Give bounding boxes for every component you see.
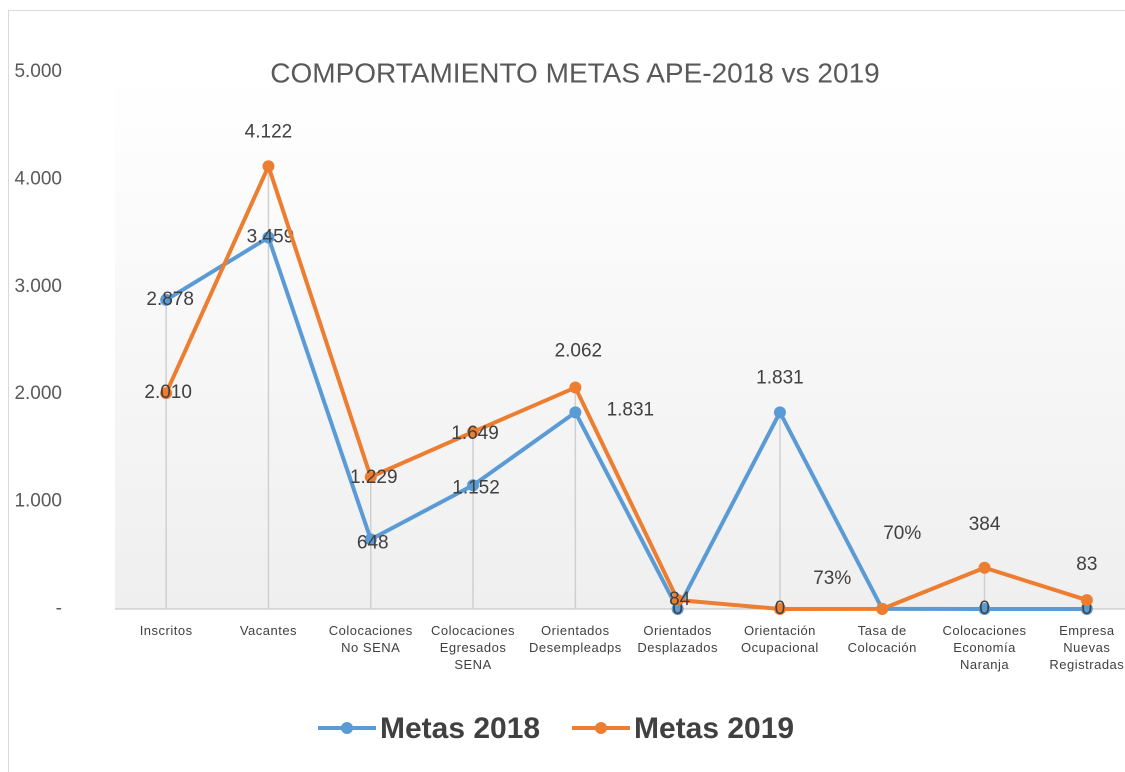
y-tick-label: 5.000 <box>14 61 62 82</box>
x-tick-label: Orientados Desempleadps <box>528 623 622 655</box>
x-tick-label: Inscritos <box>139 623 193 638</box>
data-label: 0 <box>1082 598 1093 619</box>
x-tick-label: Colocaciones Economía Naranja <box>942 623 1027 672</box>
data-point <box>773 603 786 615</box>
data-label: 2.878 <box>146 289 194 310</box>
legend-label: Metas 2018 <box>380 712 540 745</box>
data-label: 70% <box>883 523 921 544</box>
y-tick-label: 1.000 <box>14 491 62 512</box>
x-tick-label: Empresa Nuevas Registradas <box>1049 623 1125 672</box>
data-label: 0 <box>672 598 683 619</box>
data-point <box>1080 603 1093 615</box>
data-point <box>876 602 889 615</box>
y-tick-label: 4.000 <box>14 168 62 189</box>
legend-marker <box>595 722 607 734</box>
data-point <box>364 471 377 484</box>
data-point <box>978 561 991 574</box>
data-label: 1.229 <box>350 467 398 488</box>
x-tick-label: Colocaciones No SENA <box>328 623 413 655</box>
data-label: 4.122 <box>245 121 293 142</box>
data-point <box>467 479 480 492</box>
y-tick-label: - <box>56 598 62 619</box>
x-tick-label: Orientados Desplazados <box>637 623 718 655</box>
data-point <box>671 603 684 615</box>
data-point <box>773 406 786 419</box>
data-label: 1.831 <box>607 399 655 420</box>
plot-area <box>115 72 1125 609</box>
chart-title: COMPORTAMIENTO METAS APE-2018 vs 2019 <box>270 57 879 88</box>
data-label: 84 <box>669 589 691 610</box>
x-tick-label: Orientación Ocupacional <box>741 623 819 655</box>
data-point <box>467 425 480 438</box>
data-label: 384 <box>969 514 1001 535</box>
data-label: 1.649 <box>451 423 499 444</box>
data-point <box>978 603 991 615</box>
y-tick-label: 3.000 <box>14 276 62 297</box>
data-label: 2.062 <box>555 341 603 362</box>
data-point <box>364 533 377 546</box>
data-point <box>569 381 582 394</box>
y-tick-label: 2.000 <box>14 383 62 404</box>
series-line <box>165 235 1087 611</box>
data-point <box>671 593 684 606</box>
legend-label: Metas 2019 <box>634 712 794 745</box>
series-line <box>164 164 1088 611</box>
data-label: 83 <box>1076 554 1097 575</box>
data-label: 0 <box>979 598 990 619</box>
data-label: 648 <box>357 532 389 553</box>
data-point <box>1080 594 1093 607</box>
data-point <box>160 387 173 400</box>
x-tick-label: Colocaciones Egresados SENA <box>431 623 516 672</box>
data-point <box>262 160 275 173</box>
x-tick-label: Tasa de Colocación <box>847 623 917 655</box>
data-label: 0 <box>775 598 786 619</box>
data-label: 1.152 <box>452 477 500 498</box>
data-point <box>569 406 582 419</box>
x-tick-label: Vacantes <box>239 623 298 638</box>
data-label: 73% <box>813 568 851 589</box>
data-label: 2.010 <box>144 382 192 403</box>
data-label: 1.831 <box>756 367 804 388</box>
data-label: 3.459 <box>247 227 295 248</box>
legend-marker <box>341 722 353 734</box>
data-point <box>262 231 275 244</box>
data-point <box>160 293 173 306</box>
